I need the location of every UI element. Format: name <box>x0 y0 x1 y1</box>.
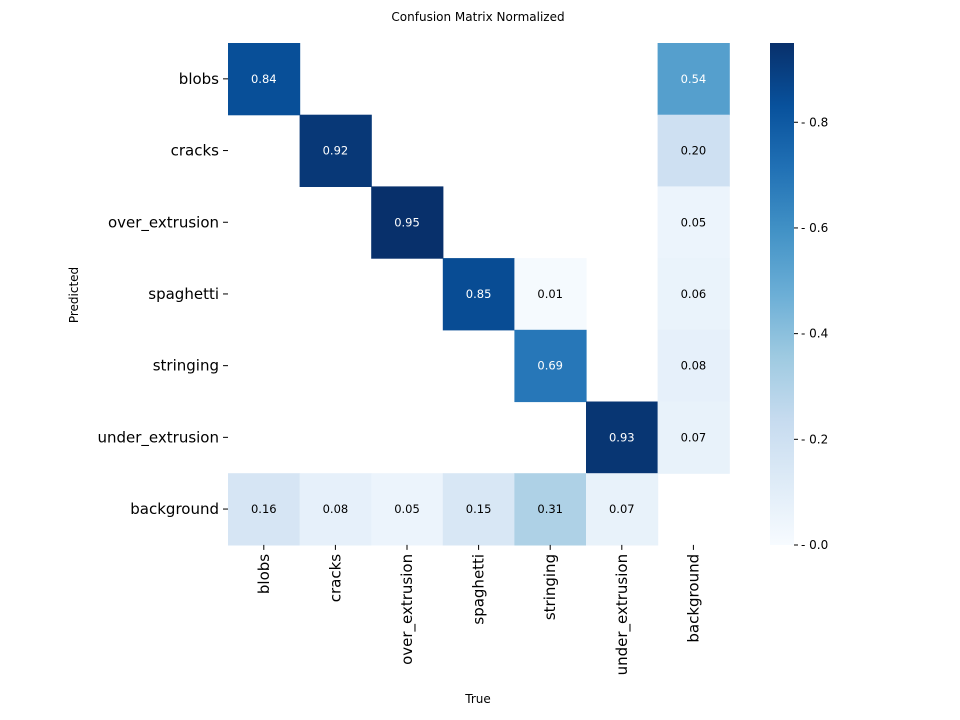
cell-value-label: 0.31 <box>537 502 563 516</box>
x-axis-ticks: blobs cracks over_extrusion spaghetti string… <box>255 544 702 676</box>
heatmap-cell <box>586 473 659 546</box>
heatmap-cell <box>657 401 730 474</box>
colorbar-ticks: - 0.0 - 0.2 - 0.4 - 0.6 - 0.8 <box>794 115 828 552</box>
heatmap-cell <box>514 258 587 331</box>
heatmap-cell <box>657 43 730 116</box>
heatmap-cell <box>371 186 444 259</box>
y-axis-label: Predicted <box>67 267 81 323</box>
cell-value-label: 0.08 <box>681 359 707 373</box>
cell-value-label: 0.05 <box>681 215 707 229</box>
cell-value-label: 0.69 <box>537 359 563 373</box>
y-axis-ticks: blobs cracks over_extrusion spaghetti string… <box>98 70 228 518</box>
colorbar: - 0.0 - 0.2 - 0.4 - 0.6 - 0.8 <box>770 43 828 552</box>
heatmap-cell <box>442 473 515 546</box>
cell-value-label: 0.84 <box>251 72 277 86</box>
x-tick-label: cracks <box>326 554 344 603</box>
heatmap-cell <box>299 114 372 187</box>
cell-value-label: 0.20 <box>681 144 707 158</box>
cell-value-label: 0.95 <box>394 215 420 229</box>
colorbar-tick-label: - 0.6 <box>801 221 828 235</box>
x-tick-label: blobs <box>255 554 273 594</box>
cell-value-label: 0.92 <box>323 144 349 158</box>
cell-value-label: 0.01 <box>537 287 563 301</box>
cell-value-label: 0.54 <box>681 72 707 86</box>
colorbar-tick-label: - 0.8 <box>801 115 828 129</box>
cell-value-label: 0.08 <box>323 502 349 516</box>
colorbar-gradient <box>770 43 794 545</box>
heatmap-cell <box>514 329 587 403</box>
y-tick-label: background <box>130 500 219 518</box>
cell-value-label: 0.07 <box>609 502 635 516</box>
heatmap-cell <box>442 258 515 331</box>
heatmap-cell <box>657 329 730 403</box>
colorbar-tick-label: - 0.4 <box>801 327 828 341</box>
y-tick-label: spaghetti <box>148 285 219 303</box>
heatmap-cell <box>657 114 730 187</box>
y-tick-label: under_extrusion <box>98 428 220 447</box>
cell-value-label: 0.15 <box>466 502 492 516</box>
x-tick-label: spaghetti <box>470 554 488 625</box>
cell-value-label: 0.05 <box>394 502 420 516</box>
x-tick-label: stringing <box>541 554 559 620</box>
x-axis-label: True <box>464 692 491 706</box>
x-tick-label: over_extrusion <box>398 554 417 665</box>
x-tick-label: under_extrusion <box>613 554 632 676</box>
heatmap-cell <box>371 473 444 546</box>
cell-value-label: 0.07 <box>681 430 707 444</box>
heatmap-cell <box>228 473 301 546</box>
colorbar-tick-label: - 0.0 <box>801 538 828 552</box>
cell-value-label: 0.06 <box>681 287 707 301</box>
heatmap-cell <box>299 473 372 546</box>
cell-value-label: 0.16 <box>251 502 277 516</box>
heatmap-cell <box>657 258 730 331</box>
heatmap-cell <box>657 186 730 259</box>
heatmap-cell <box>228 43 301 116</box>
cell-value-label: 0.93 <box>609 430 635 444</box>
y-tick-label: stringing <box>153 357 219 375</box>
heatmap-cell <box>514 473 587 546</box>
cell-value-label: 0.85 <box>466 287 492 301</box>
colorbar-tick-label: - 0.2 <box>801 432 828 446</box>
chart-title: Confusion Matrix Normalized <box>391 10 564 24</box>
x-tick-label: background <box>684 554 702 643</box>
y-tick-label: cracks <box>171 142 220 160</box>
heatmap-cells: 0.84 0.54 0.92 0.20 0.95 0.05 0.85 0.01 0.06 0.69… <box>228 43 730 546</box>
y-tick-label: blobs <box>179 70 219 88</box>
heatmap-cell <box>586 401 659 474</box>
y-tick-label: over_extrusion <box>108 213 219 232</box>
